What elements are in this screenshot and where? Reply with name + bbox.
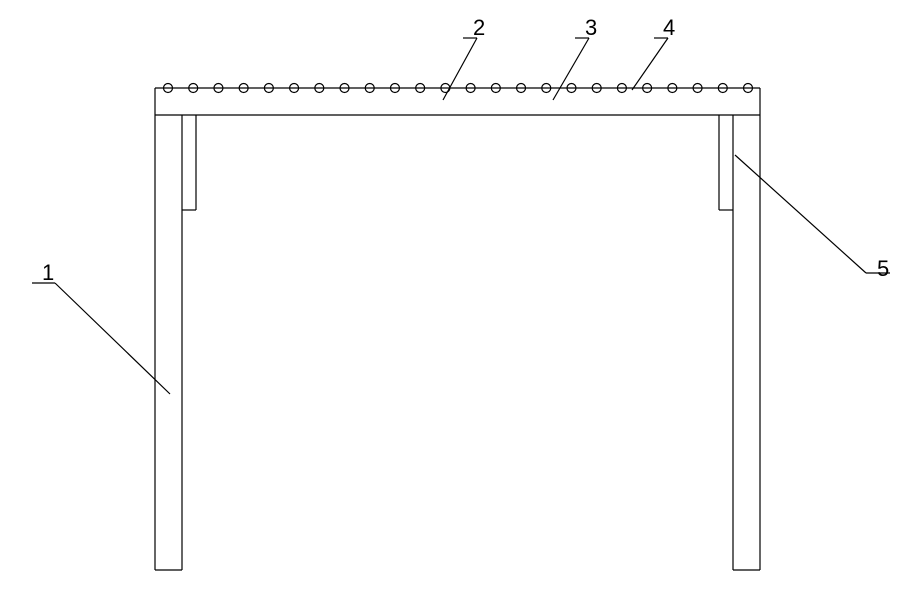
label-text-1: 1 [42, 260, 54, 285]
label-text-2: 2 [473, 15, 485, 40]
label-leader-4 [632, 38, 668, 90]
label-leader-2 [443, 38, 477, 100]
label-text-4: 4 [663, 15, 675, 40]
label-leader-5 [735, 155, 866, 273]
label-text-3: 3 [585, 15, 597, 40]
label-leader-3 [553, 38, 589, 100]
label-leader-1 [55, 283, 170, 394]
diagram-svg: 1 2 3 4 5 [0, 0, 915, 606]
label-text-5: 5 [877, 256, 889, 281]
